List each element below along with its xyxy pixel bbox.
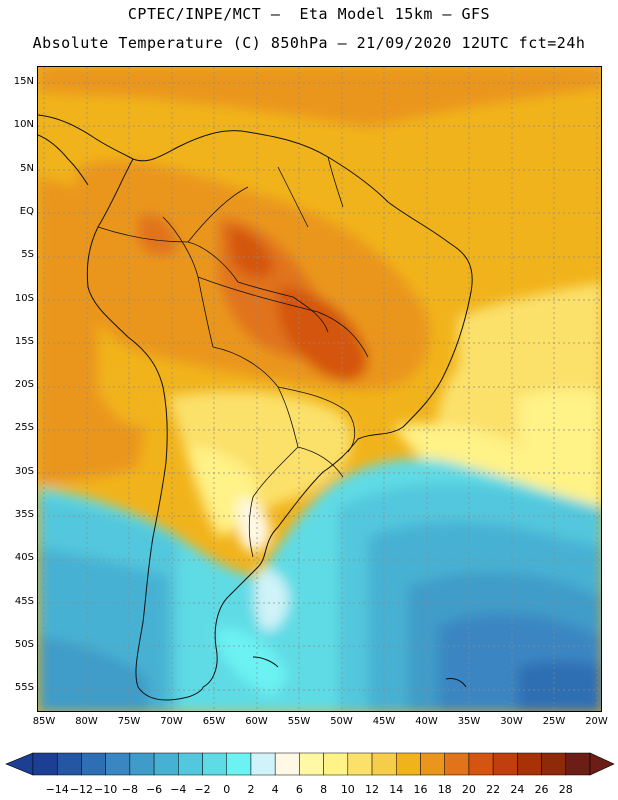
country-borders: [97, 156, 369, 558]
colorbar-swatch: [226, 752, 252, 776]
colorbar-swatch: [541, 752, 567, 776]
lon-label-45w: 45W: [372, 716, 396, 727]
lon-label-80w: 80W: [75, 716, 98, 727]
temperature-map[interactable]: [37, 66, 602, 712]
colorbar-swatch: [565, 752, 591, 776]
map-title-line-2: Absolute Temperature (C) 850hPa — 21/09/…: [32, 34, 586, 52]
map-title-line-1: CPTEC/INPE/MCT — Eta Model 15km — GFS: [127, 5, 491, 23]
lon-label-85w: 85W: [32, 716, 56, 727]
lat-label-10s: 10S: [14, 292, 34, 304]
colorbar-tick-label: 26: [534, 783, 549, 796]
lon-label-50w: 50W: [330, 716, 353, 727]
colorbar-tick-label: −2: [194, 783, 211, 796]
coastlines: [38, 114, 473, 701]
colorbar-swatch: [468, 752, 494, 776]
colorbar-swatch: [347, 752, 373, 776]
lat-label-15s: 15S: [14, 335, 34, 347]
lon-label-20w: 20W: [585, 716, 608, 727]
lon-label-30w: 30W: [500, 716, 523, 727]
lon-label-75w: 75W: [117, 716, 141, 727]
colorbar-swatch: [129, 752, 155, 776]
lat-label-55s: 55S: [14, 682, 34, 694]
colorbar-swatch: [105, 752, 131, 776]
colorbar-tick-label: −10: [94, 783, 118, 796]
colorbar-swatch: [323, 752, 349, 776]
lat-label-15n: 15N: [13, 76, 34, 87]
colorbar-swatch: [396, 752, 421, 776]
colorbar-tick-label: 2: [247, 783, 255, 796]
colorbar-swatch: [517, 752, 542, 776]
lon-label-70w: 70W: [160, 716, 183, 727]
colorbar-swatch: [202, 752, 227, 776]
color-scale-bar: [5, 752, 615, 776]
temperature-shading: [38, 67, 601, 711]
colorbar-swatch: [32, 752, 58, 776]
colorbar-tick-label: −4: [170, 783, 187, 796]
lat-label-45s: 45S: [14, 595, 34, 607]
colorbar-tick-label: 8: [320, 783, 328, 796]
colorbar-swatch: [153, 752, 179, 776]
colorbar-tick-label: 20: [461, 783, 476, 796]
colorbar-tick-label: 16: [413, 783, 428, 796]
colorbar-swatch: [371, 752, 397, 776]
colorbar-tick-label: 12: [365, 783, 380, 796]
colorbar-tick-label: 28: [558, 783, 573, 796]
colorbar-swatch: [444, 752, 470, 776]
colorbar-tick-label: 24: [510, 783, 525, 796]
lon-label-40w: 40W: [415, 716, 438, 727]
colorbar-swatch: [81, 752, 106, 776]
lon-label-60w: 60W: [245, 716, 268, 727]
colorbar-swatch: [178, 752, 203, 776]
colorbar-swatch: [250, 752, 276, 776]
lat-label-20s: 20S: [14, 379, 34, 391]
colorbar-tick-label: 14: [389, 783, 404, 796]
temperature-field: [38, 67, 601, 711]
colorbar-swatch: [420, 752, 445, 776]
lat-label-25s: 25S: [14, 422, 34, 434]
colorbar-tick-label: −8: [121, 783, 138, 796]
lat-label-50s: 50S: [14, 638, 34, 650]
colorbar-tick-label: 22: [486, 783, 501, 796]
graticule: [38, 67, 601, 711]
lon-label-25w: 25W: [542, 716, 566, 727]
colorbar-min-arrow: [5, 752, 34, 776]
colorbar-tick-label: 18: [437, 783, 452, 796]
lon-label-55w: 55W: [287, 716, 311, 727]
colorbar-tick-label: −6: [145, 783, 163, 796]
lat-label-30s: 30S: [14, 465, 34, 477]
colorbar-swatch: [492, 752, 518, 776]
colorbar-tick-label: 6: [295, 783, 303, 796]
colorbar-swatch: [274, 752, 300, 776]
lat-label-5n: 5N: [20, 162, 34, 174]
colorbar-max-arrow: [589, 752, 615, 776]
colorbar-tick-label: 0: [223, 783, 231, 796]
colorbar-swatch: [56, 752, 82, 776]
lat-label-5s: 5S: [21, 249, 34, 261]
colorbar-swatch: [299, 752, 324, 776]
lat-label-10n: 10N: [13, 119, 34, 131]
lon-label-65w: 65W: [202, 716, 226, 727]
lat-label-35s: 35S: [14, 509, 34, 520]
lat-label-40s: 40S: [14, 552, 34, 564]
lon-label-35w: 35W: [457, 716, 481, 727]
colorbar-tick-label: −12: [69, 783, 94, 796]
colorbar-tick-label: −14: [45, 783, 69, 796]
colorbar-tick-label: 4: [271, 783, 279, 796]
lat-label-eq: EQ: [19, 205, 34, 217]
colorbar-tick-label: 10: [340, 783, 355, 796]
